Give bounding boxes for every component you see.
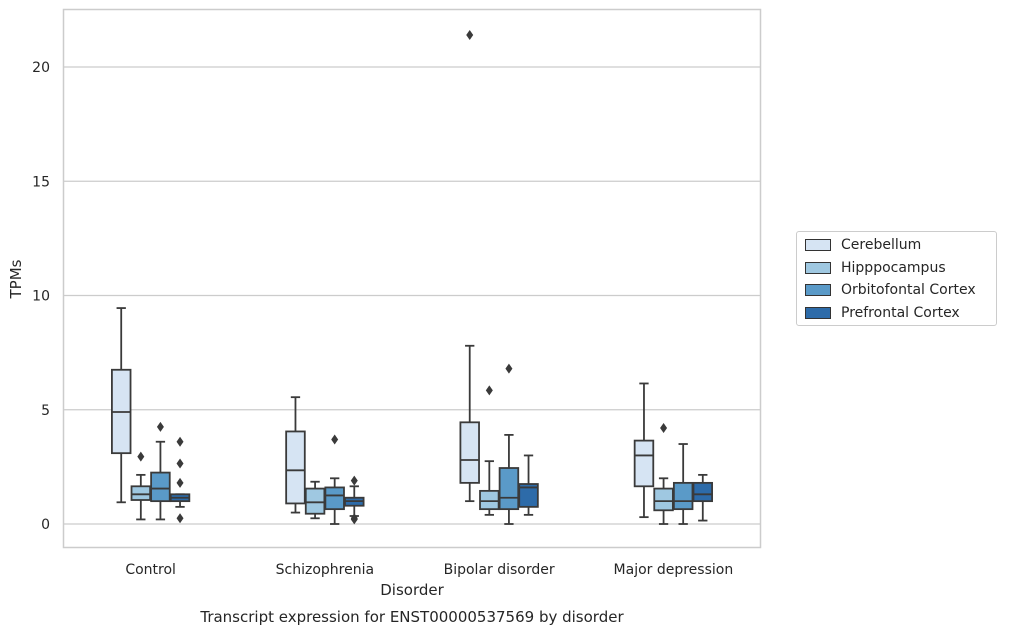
legend-swatch-orbitofrontal-cortex	[805, 284, 831, 296]
outlier-control-prefrontal-cortex-2	[176, 477, 184, 488]
box-control-prefrontal-cortex	[169, 436, 191, 524]
iqr-box-schizophrenia-orbitofontal-cortex	[324, 486, 345, 511]
iqr-box-major-depression-prefrontal-cortex	[692, 481, 713, 503]
iqr-box-bipolar-disorder-cerebellum	[459, 421, 480, 484]
box-schizophrenia-hipppocampus	[304, 480, 326, 520]
iqr-box-major-depression-cerebellum	[633, 439, 655, 488]
outlier-bipolar-disorder-hipppocampus-0	[485, 385, 493, 396]
legend-label-cerebellum: Cerebellum	[841, 237, 922, 253]
box-schizophrenia-orbitofontal-cortex	[324, 434, 345, 525]
y-axis-label: TPMs	[7, 259, 25, 299]
y-tick-label-20: 20	[32, 60, 50, 76]
legend-item-hippocampus: Hipppocampus	[805, 258, 946, 278]
outlier-schizophrenia-prefrontal-cortex-0	[350, 475, 358, 486]
legend-item-cerebellum: Cerebellum	[805, 235, 921, 255]
iqr-box-major-depression-orbitofontal-cortex	[672, 481, 694, 511]
outlier-bipolar-disorder-orbitofontal-cortex-0	[505, 363, 513, 374]
legend-swatch-hippocampus	[805, 262, 831, 274]
outlier-bipolar-disorder-cerebellum-0	[466, 30, 474, 41]
outlier-control-prefrontal-cortex-3	[176, 513, 184, 524]
box-major-depression-cerebellum	[633, 382, 655, 519]
grid-lines	[63, 66, 761, 525]
legend-label-hippocampus: Hipppocampus	[841, 260, 946, 276]
x-tick-label-control: Control	[125, 562, 176, 578]
x-tick-label-major-depression: Major depression	[614, 562, 734, 578]
legend-item-prefrontal-cortex: Prefrontal Cortex	[805, 303, 960, 323]
box-control-orbitofontal-cortex	[150, 421, 171, 521]
box-schizophrenia-cerebellum	[285, 396, 306, 514]
x-tick-labels: Control Schizophrenia Bipolar disorder Majo…	[125, 562, 733, 578]
legend-swatch-cerebellum	[805, 239, 831, 251]
box-series-group	[111, 30, 713, 525]
box-bipolar-disorder-orbitofontal-cortex	[498, 363, 520, 525]
box-control-cerebellum	[111, 307, 132, 504]
iqr-box-bipolar-disorder-orbitofontal-cortex	[498, 467, 520, 511]
legend-item-orbitofrontal-cortex: Orbitofontal Cortex	[805, 280, 976, 300]
legend-label-orbitofrontal-cortex: Orbitofontal Cortex	[841, 282, 976, 298]
legend: Cerebellum Hipppocampus Orbitofontal Cor…	[796, 231, 997, 326]
outlier-control-prefrontal-cortex-1	[176, 458, 184, 469]
box-major-depression-orbitofontal-cortex	[672, 443, 694, 525]
outlier-major-depression-hipppocampus-0	[660, 423, 668, 434]
y-tick-labels: 0 5 10 15 20	[32, 60, 50, 533]
x-tick-label-bipolar-disorder: Bipolar disorder	[444, 562, 555, 578]
y-tick-label-15: 15	[32, 174, 50, 190]
iqr-box-bipolar-disorder-prefrontal-cortex	[518, 483, 539, 508]
iqr-box-schizophrenia-hipppocampus	[304, 487, 326, 515]
chart-title: Transcript expression for ENST0000053756…	[199, 608, 624, 626]
outlier-schizophrenia-prefrontal-cortex-2	[350, 514, 358, 525]
y-tick-label-10: 10	[32, 289, 50, 305]
box-bipolar-disorder-hipppocampus	[479, 385, 500, 516]
legend-label-prefrontal-cortex: Prefrontal Cortex	[841, 305, 960, 321]
outlier-control-prefrontal-cortex-0	[176, 436, 184, 447]
outlier-schizophrenia-orbitofontal-cortex-0	[331, 434, 339, 445]
box-schizophrenia-prefrontal-cortex	[344, 475, 365, 525]
box-bipolar-disorder-prefrontal-cortex	[518, 454, 539, 516]
x-axis-label: Disorder	[380, 581, 444, 599]
outlier-control-orbitofontal-cortex-0	[156, 421, 164, 432]
iqr-box-control-orbitofontal-cortex	[150, 471, 171, 503]
box-bipolar-disorder-cerebellum	[459, 30, 480, 503]
iqr-box-major-depression-hipppocampus	[653, 487, 674, 512]
y-tick-label-5: 5	[41, 403, 50, 419]
iqr-box-control-hipppocampus	[130, 485, 152, 501]
iqr-box-bipolar-disorder-hipppocampus	[479, 489, 500, 511]
plot-frame	[62, 8, 762, 549]
iqr-box-schizophrenia-cerebellum	[285, 430, 306, 505]
box-control-hipppocampus	[130, 451, 152, 521]
outlier-control-hipppocampus-0	[137, 451, 145, 462]
legend-swatch-prefrontal-cortex	[805, 307, 831, 319]
x-tick-label-schizophrenia: Schizophrenia	[276, 562, 374, 578]
box-major-depression-prefrontal-cortex	[692, 473, 713, 522]
box-major-depression-hipppocampus	[653, 423, 674, 525]
y-tick-label-0: 0	[41, 517, 50, 533]
